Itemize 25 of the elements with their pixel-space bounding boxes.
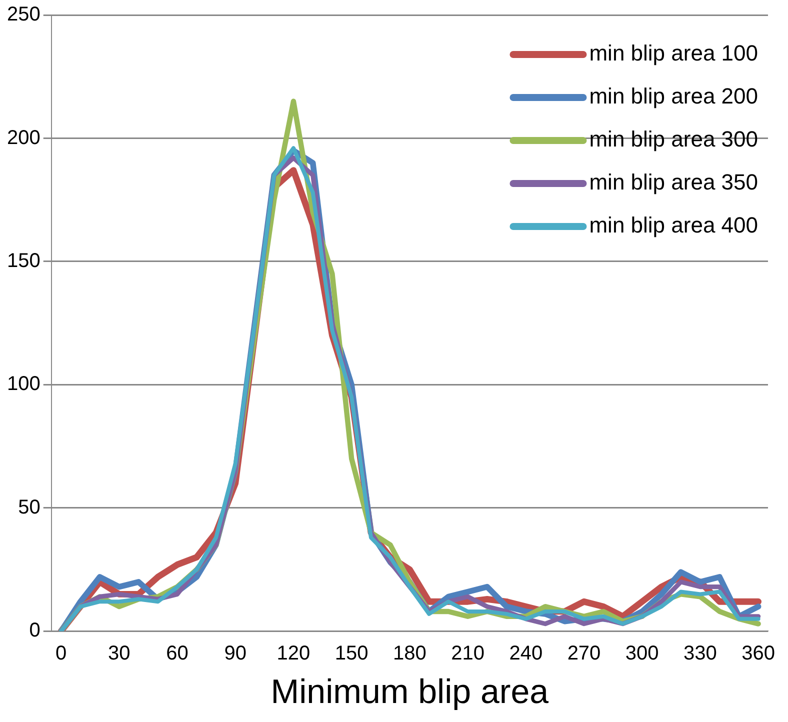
legend-label: min blip area 100: [589, 40, 758, 66]
x-tick-label: 0: [55, 642, 67, 665]
y-tick-label: 250: [6, 4, 40, 26]
x-tick-label: 270: [567, 642, 601, 665]
legend-label: min blip area 400: [589, 212, 758, 238]
legend-label: min blip area 200: [589, 84, 758, 109]
x-tick-label: 210: [451, 642, 484, 665]
x-tick-label: 90: [224, 642, 246, 665]
legend-label: min blip area 350: [589, 170, 758, 195]
x-tick-label: 120: [276, 642, 310, 665]
x-tick-label: 150: [334, 642, 368, 665]
x-tick-label: 300: [625, 642, 659, 665]
x-tick-label: 360: [742, 642, 776, 665]
y-tick-label: 200: [6, 126, 40, 149]
y-tick-label: 100: [6, 373, 40, 396]
legend-label: min blip area 300: [589, 126, 758, 152]
x-tick-label: 60: [166, 642, 188, 665]
y-tick-label: 0: [29, 620, 40, 642]
x-tick-label: 330: [684, 642, 717, 665]
x-axis-title: Minimum blip area: [270, 672, 549, 711]
y-tick-label: 150: [6, 250, 40, 272]
x-tick-label: 240: [509, 642, 543, 665]
y-tick-label: 50: [18, 496, 40, 518]
x-tick-label: 180: [392, 642, 426, 665]
x-tick-label: 30: [108, 642, 130, 665]
